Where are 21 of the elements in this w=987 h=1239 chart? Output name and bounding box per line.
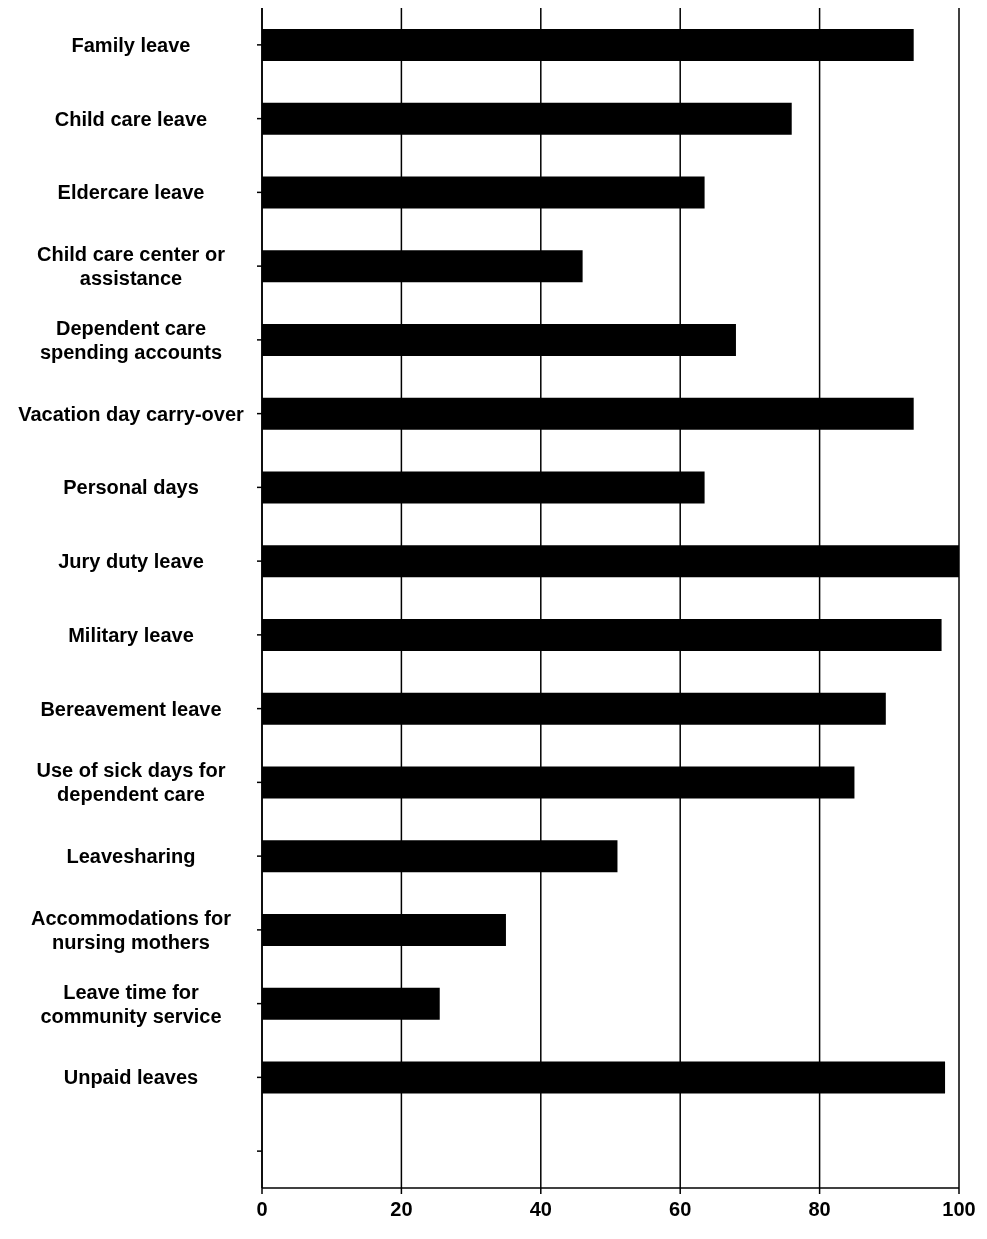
y-tick-label: Child care leave [54, 107, 208, 130]
x-tick-label: 40 [529, 1198, 552, 1221]
y-tick-label: Accommodations for nursing mothers [30, 906, 232, 953]
y-tick-label: Bereavement leave [40, 697, 222, 720]
y-tick-label: Leavesharing [66, 845, 196, 868]
y-tick-label: Military leave [68, 623, 194, 646]
y-tick-label: Jury duty leave [58, 550, 204, 573]
y-tick-label: Leave time for community service [40, 980, 222, 1027]
y-tick-label: Dependent care spending accounts [39, 316, 223, 363]
y-tick-label: Vacation day carry-over [18, 402, 245, 425]
x-tick-label: 20 [390, 1198, 413, 1221]
y-tick-label: Eldercare leave [57, 181, 205, 204]
y-tick-label: Family leave [71, 33, 191, 56]
x-tick-label: 0 [256, 1198, 268, 1221]
x-tick-label: 100 [942, 1198, 976, 1221]
x-tick-label: 60 [669, 1198, 692, 1221]
y-tick-label: Unpaid leaves [63, 1066, 199, 1089]
y-tick-label: Use of sick days for dependent care [36, 759, 226, 806]
y-tick-label: Personal days [63, 476, 199, 499]
y-tick-label: Child care center or assistance [37, 243, 226, 290]
x-tick-label: 80 [808, 1198, 831, 1221]
